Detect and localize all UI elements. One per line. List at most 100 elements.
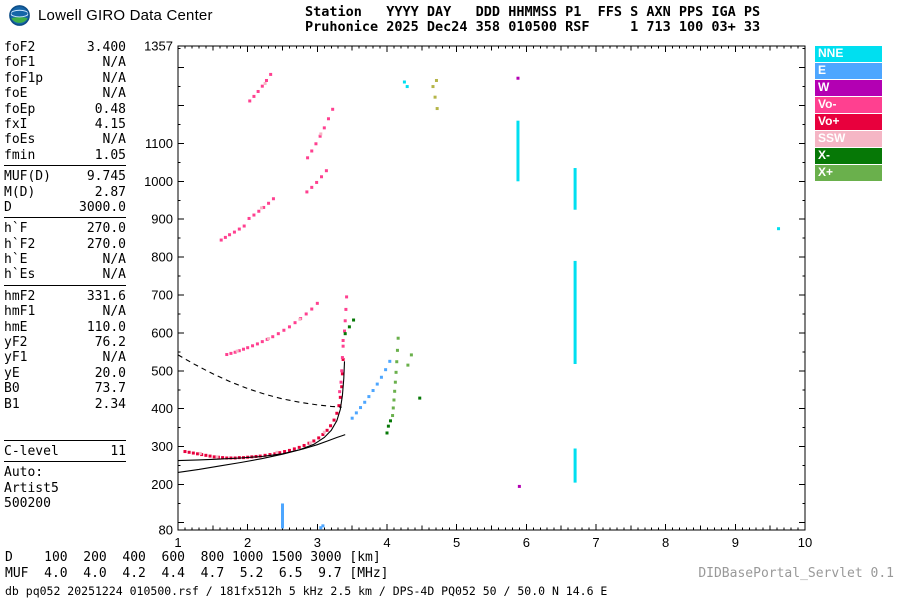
param-label: fmin	[4, 147, 36, 163]
param-row-fof2: foF2 3.400	[4, 40, 126, 55]
param-row-md: M(D) 2.87	[4, 185, 126, 200]
param-value: N/A	[102, 350, 126, 366]
svg-text:4: 4	[383, 535, 390, 550]
legend-item-vo: Vo+	[815, 114, 882, 130]
svg-text:10: 10	[798, 535, 812, 550]
legend-item-x: X-	[815, 148, 882, 164]
param-value: 76.2	[94, 335, 126, 351]
svg-text:600: 600	[151, 325, 173, 340]
param-label: B1	[4, 396, 20, 412]
param-value: N/A	[102, 86, 126, 102]
param-value: 11	[110, 443, 126, 459]
param-row-hmf2: hmF2 331.6	[4, 289, 126, 304]
param-row-hme: hmE 110.0	[4, 320, 126, 335]
svg-text:1100: 1100	[145, 136, 173, 151]
param-row-b0: B0 73.7	[4, 381, 126, 396]
param-row-b1: B1 2.34	[4, 397, 126, 412]
svg-text:6: 6	[523, 535, 530, 550]
param-value: 3000.0	[79, 199, 126, 215]
muf-table: D 100 200 400 600 800 1000 1500 3000 [km…	[5, 550, 389, 581]
param-label: foF2	[4, 40, 36, 55]
param-row-yf2: yF2 76.2	[4, 335, 126, 350]
param-label: foF1p	[4, 70, 44, 86]
muf-values-row: MUF 4.0 4.0 4.2 4.4 4.7 5.2 6.5 9.7 [MHz…	[5, 565, 389, 581]
param-value: 2.34	[94, 396, 126, 412]
separator	[4, 284, 126, 286]
auto-method-line: 500200	[4, 496, 51, 512]
param-value: 73.7	[94, 381, 126, 397]
param-value: 331.6	[86, 288, 126, 304]
param-row-d: D 3000.0	[4, 200, 126, 215]
giro-logo-icon	[9, 5, 30, 26]
param-value: N/A	[102, 70, 126, 86]
param-label: h`F	[4, 221, 28, 237]
param-label: fxI	[4, 116, 28, 132]
auto-method-line: Auto:	[4, 465, 44, 481]
parameter-panel: foF2 3.400 foF1 N/A foF1p N/A foE N/A foEp 0.48 fx…	[4, 40, 126, 512]
param-row-foep: foEp 0.48	[4, 102, 126, 117]
svg-text:80: 80	[159, 523, 173, 538]
muf-distance-row: D 100 200 400 600 800 1000 1500 3000 [km…	[5, 550, 381, 565]
param-label: foF1	[4, 55, 36, 71]
legend-item-e: E	[815, 63, 882, 79]
app-brand: Lowell GIRO Data Center	[8, 4, 213, 27]
svg-text:300: 300	[151, 439, 173, 454]
param-value: 1.05	[94, 147, 126, 163]
param-label: MUF(D)	[4, 169, 51, 185]
param-row-hes: h`Es N/A	[4, 267, 126, 282]
param-label: yF1	[4, 350, 28, 366]
direction-legend: NNE E W Vo- Vo+ SSW X- X+	[815, 46, 882, 181]
param-row-yf1: yF1 N/A	[4, 350, 126, 365]
param-row-he: h`E N/A	[4, 252, 126, 267]
param-row-ye: yE 20.0	[4, 366, 126, 381]
param-value: 110.0	[86, 319, 126, 335]
param-value: 270.0	[86, 221, 126, 237]
svg-text:5: 5	[453, 535, 460, 550]
svg-text:7: 7	[592, 535, 599, 550]
param-label: hmF1	[4, 304, 36, 320]
svg-text:3: 3	[314, 535, 321, 550]
param-value: N/A	[102, 304, 126, 320]
svg-text:1: 1	[174, 535, 181, 550]
param-value: 20.0	[94, 365, 126, 381]
record-info-line: db pq052 20251224 010500.rsf / 181fx512h…	[5, 584, 608, 598]
param-row-fmin: fmin 1.05	[4, 148, 126, 163]
param-label: foEp	[4, 101, 36, 117]
param-row-clevel: C-level 11	[4, 444, 126, 459]
legend-item-ssw: SSW	[815, 131, 882, 147]
param-label: h`E	[4, 252, 28, 268]
param-label: D	[4, 199, 12, 215]
svg-text:800: 800	[151, 250, 173, 265]
param-label: B0	[4, 381, 20, 397]
param-value: 270.0	[86, 236, 126, 252]
param-row-hf: h`F 270.0	[4, 221, 126, 236]
param-value: 4.15	[94, 116, 126, 132]
param-value: 2.87	[94, 184, 126, 200]
param-value: 0.48	[94, 101, 126, 117]
param-value: N/A	[102, 132, 126, 148]
param-label: foE	[4, 86, 28, 102]
separator	[4, 217, 126, 219]
svg-text:8: 8	[662, 535, 669, 550]
param-label: hmE	[4, 319, 28, 335]
param-row-fof1p: foF1p N/A	[4, 71, 126, 86]
legend-item-nne: NNE	[815, 46, 882, 62]
param-value: 9.745	[86, 169, 126, 185]
param-row-hf2: h`F2 270.0	[4, 237, 126, 252]
svg-text:9: 9	[732, 535, 739, 550]
legend-item-w: W	[815, 80, 882, 96]
param-row-mufd: MUF(D) 9.745	[4, 169, 126, 184]
param-label: M(D)	[4, 184, 36, 200]
param-label: yE	[4, 365, 20, 381]
param-row-hmf1: hmF1 N/A	[4, 304, 126, 319]
param-label: C-level	[4, 443, 59, 459]
param-row-foe: foE N/A	[4, 86, 126, 101]
separator	[4, 165, 126, 167]
svg-text:400: 400	[151, 401, 173, 416]
param-label: yF2	[4, 335, 28, 351]
param-label: h`Es	[4, 267, 36, 283]
svg-text:1357: 1357	[144, 39, 173, 54]
auto-method-line: Artist5	[4, 480, 59, 496]
legend-item-x: X+	[815, 165, 882, 181]
